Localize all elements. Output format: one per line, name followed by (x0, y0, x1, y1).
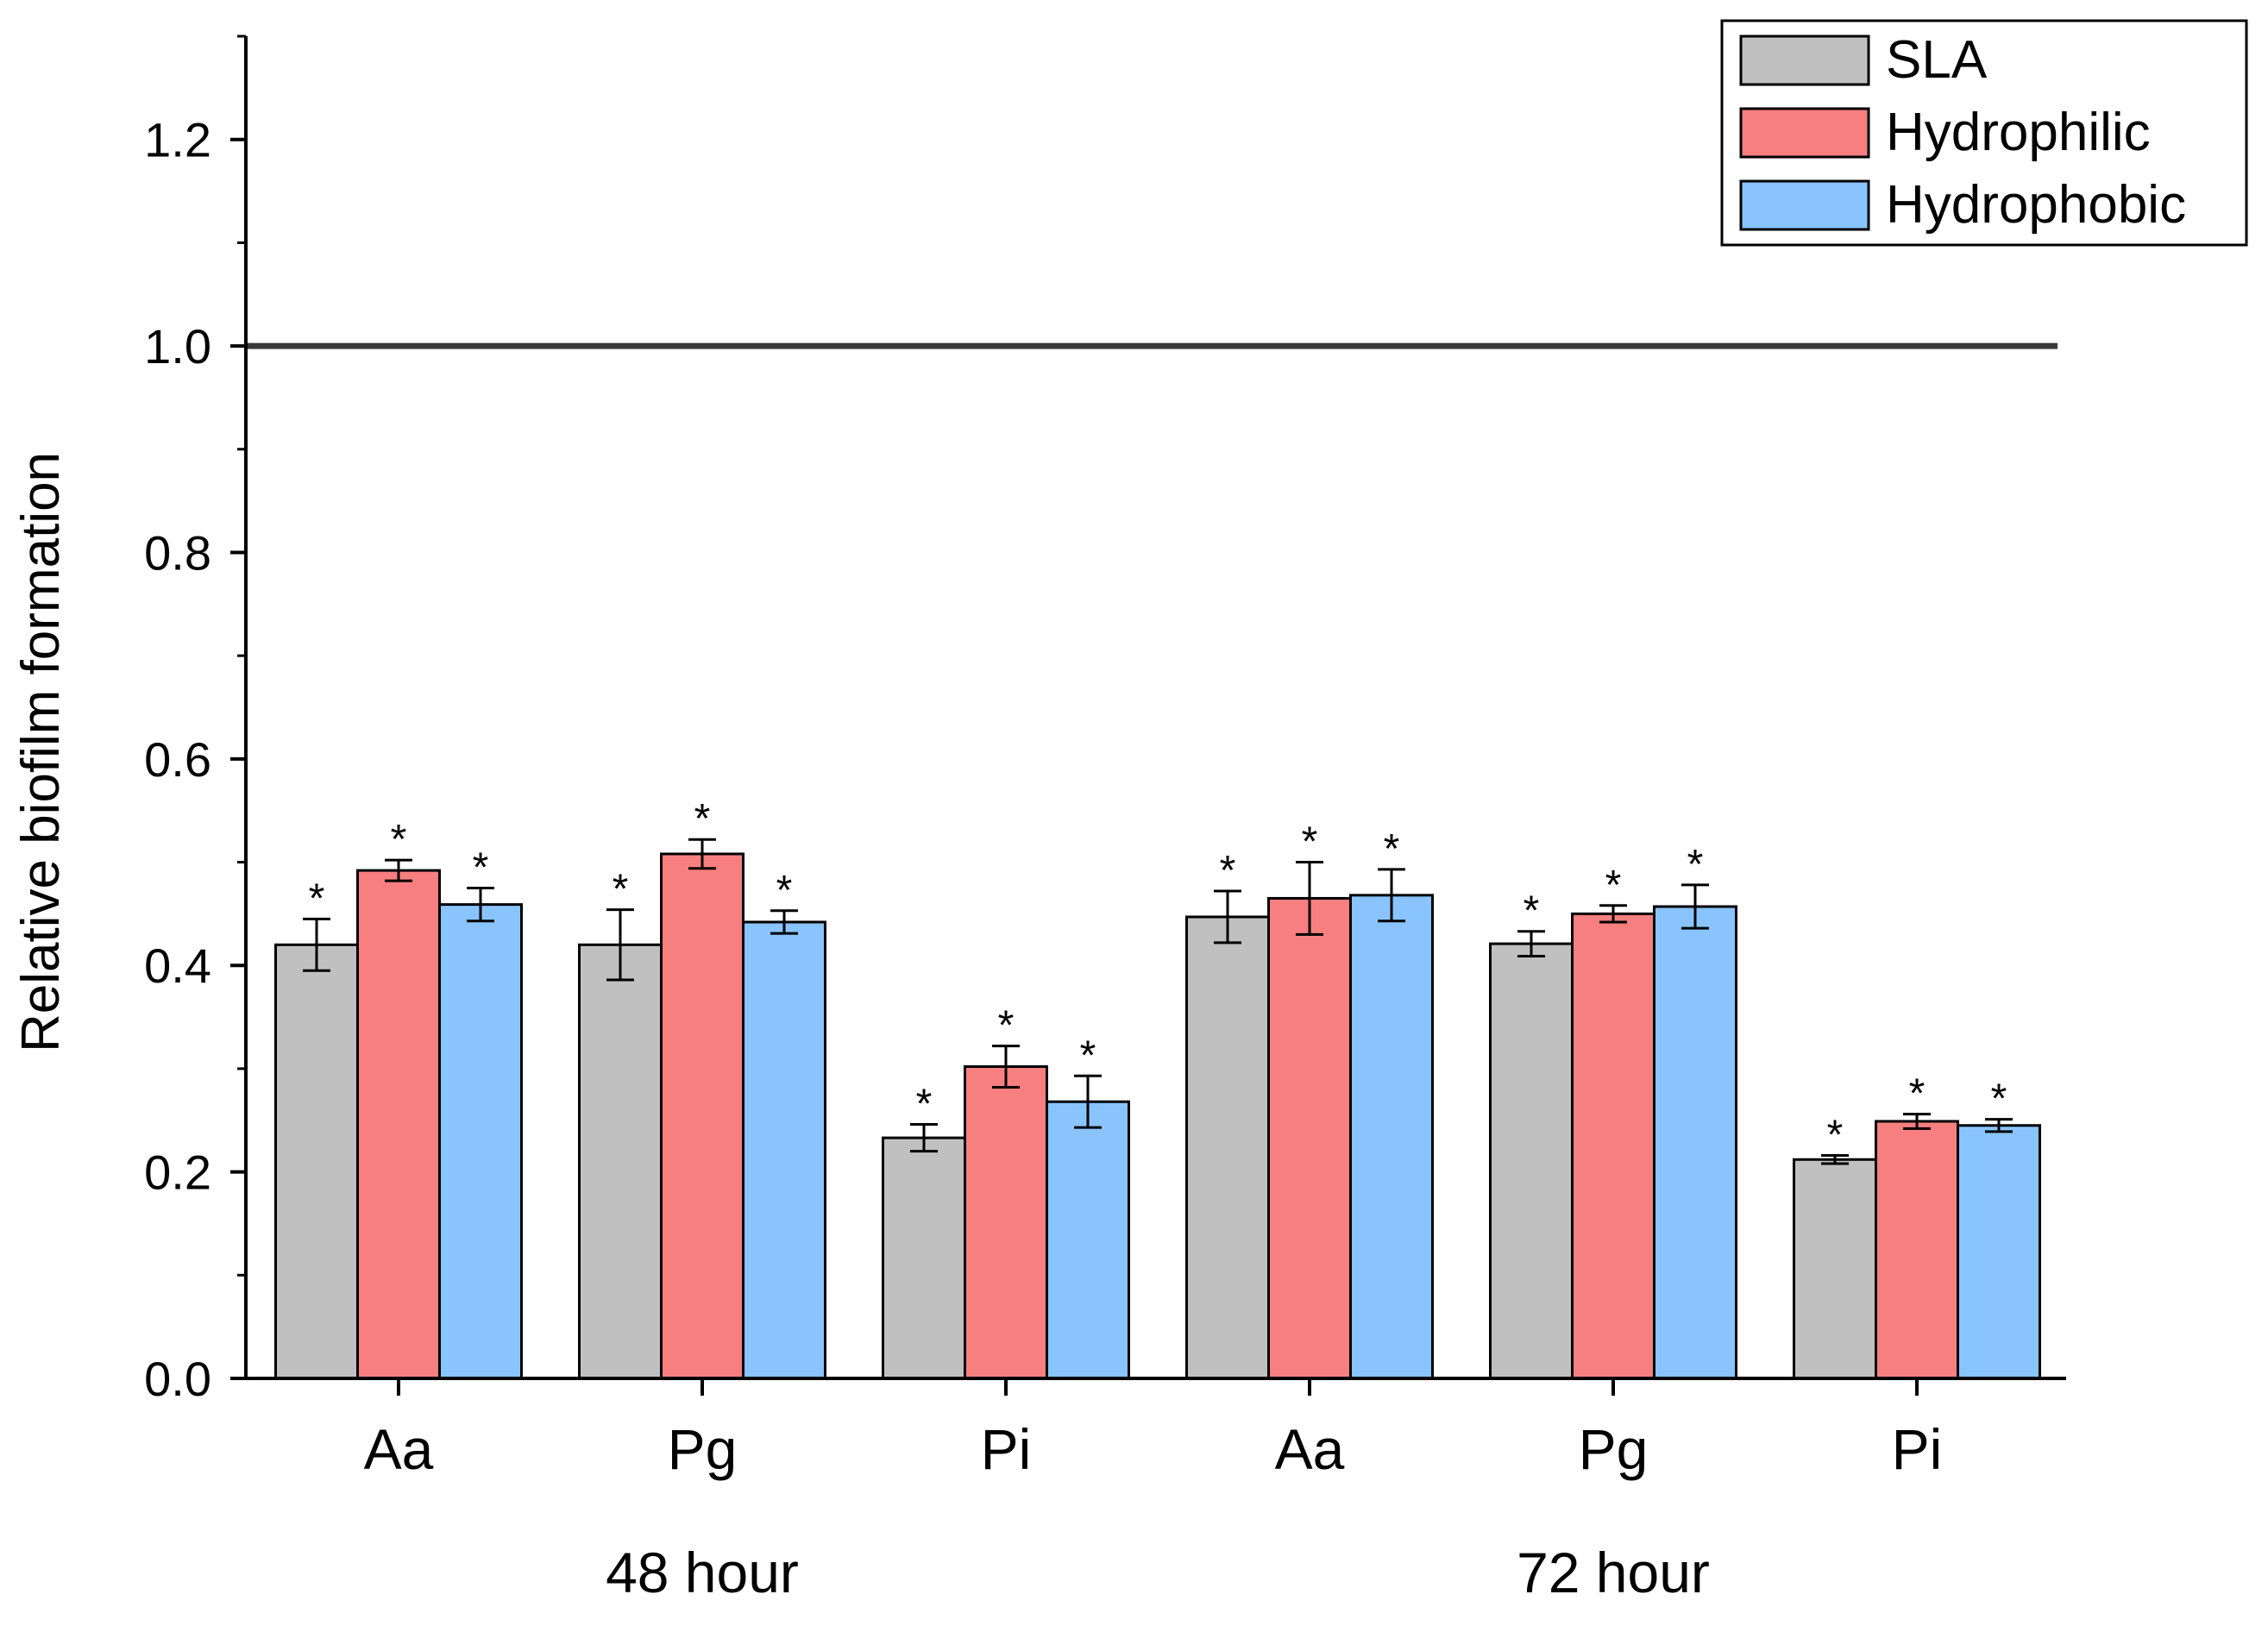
significance-star: * (1827, 1112, 1844, 1158)
significance-star: * (1605, 863, 1622, 908)
significance-star: * (1220, 848, 1236, 894)
y-tick-label: 0.4 (144, 938, 211, 993)
bar-hydrophilic-4 (1571, 912, 1655, 1380)
x-tick-label: Aa (364, 1417, 434, 1481)
significance-star: * (1909, 1071, 1926, 1117)
significance-star: * (776, 868, 793, 913)
significance-star: * (694, 796, 711, 842)
x-tick-label: Pi (981, 1417, 1032, 1481)
bar-hydrophobic-0 (438, 903, 523, 1380)
y-tick-label: 1.0 (144, 319, 211, 373)
bar-hydrophilic-1 (660, 852, 744, 1380)
x-tick-label: Pi (1892, 1417, 1943, 1481)
significance-star: * (309, 876, 325, 921)
legend-label: SLA (1886, 30, 1988, 90)
bar-sla-5 (1793, 1158, 1877, 1380)
significance-star: * (998, 1003, 1015, 1049)
bar-sla-2 (882, 1136, 966, 1380)
y-tick-label: 0.0 (144, 1352, 211, 1406)
x-tick-label: Aa (1275, 1417, 1345, 1481)
bar-hydrophobic-3 (1349, 894, 1434, 1380)
group-label: 72 hour (1517, 1541, 1710, 1604)
bar-hydrophobic-2 (1046, 1100, 1130, 1380)
bar-hydrophobic-1 (742, 920, 826, 1380)
bar-hydrophilic-3 (1267, 896, 1352, 1380)
bars-layer: * * * * * * * * * * * * * * * * * * (274, 796, 2041, 1380)
bar-sla-4 (1489, 942, 1574, 1380)
legend-swatch-sla (1739, 35, 1870, 86)
axes-layer: Relative biofilm formation 0.0 0.2 0.4 0.6 0… (11, 35, 2066, 1604)
legend-swatch-hydrophilic (1739, 107, 1870, 159)
legend: SLA Hydrophilic Hydrophobic (1720, 19, 2248, 247)
y-axis-label: Relative biofilm formation (11, 452, 71, 1052)
y-tick-label: 0.8 (144, 525, 211, 580)
bar-hydrophilic-2 (964, 1065, 1048, 1380)
bar-hydrophobic-4 (1653, 905, 1737, 1380)
bar-sla-1 (578, 943, 663, 1380)
significance-star: * (613, 867, 629, 913)
legend-label: Hydrophilic (1886, 103, 2151, 162)
y-tick-label: 1.2 (144, 113, 211, 167)
significance-star: * (473, 844, 489, 890)
x-tick-label: Pg (668, 1417, 738, 1481)
significance-star: * (1302, 819, 1318, 865)
legend-label: Hydrophobic (1886, 175, 2186, 235)
legend-swatch-hydrophobic (1739, 179, 1870, 231)
significance-star: * (1080, 1033, 1096, 1078)
significance-star: * (391, 817, 407, 863)
significance-star: * (1524, 888, 1540, 934)
group-label: 48 hour (606, 1541, 799, 1604)
y-tick-label: 0.2 (144, 1146, 211, 1200)
bar-sla-3 (1185, 915, 1270, 1380)
x-tick-label: Pg (1579, 1417, 1649, 1481)
significance-star: * (1687, 842, 1704, 888)
bar-sla-0 (274, 943, 359, 1380)
significance-star: * (1384, 826, 1400, 872)
y-tick-label: 0.6 (144, 732, 211, 787)
bar-hydrophilic-5 (1875, 1120, 1959, 1380)
significance-star: * (1991, 1076, 2007, 1122)
bar-hydrophilic-0 (356, 869, 441, 1380)
bar-hydrophobic-5 (1957, 1124, 2041, 1380)
significance-star: * (916, 1082, 933, 1127)
